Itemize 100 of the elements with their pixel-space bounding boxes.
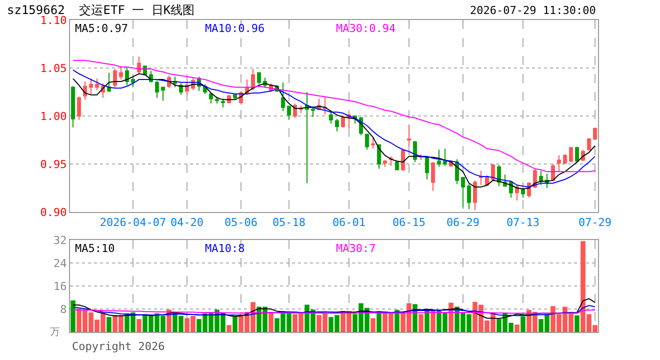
candlestick: [479, 170, 483, 186]
y-tick-label: 8: [60, 302, 67, 316]
line-series: [72, 305, 596, 316]
candlestick: [329, 112, 333, 124]
candlestick: [161, 86, 165, 102]
candlestick: [83, 80, 87, 100]
bar: [448, 302, 454, 332]
line-series: [72, 60, 596, 172]
x-tick-label: 06-29: [446, 216, 480, 230]
candlestick: [281, 82, 285, 112]
bar: [418, 314, 424, 332]
candlestick: [233, 94, 237, 100]
candlestick: [77, 96, 81, 120]
candlestick: [305, 92, 309, 184]
candlestick: [443, 148, 447, 166]
candlestick: [575, 146, 579, 163]
candlestick: [335, 118, 339, 132]
candlestick: [311, 106, 315, 118]
candlestick: [377, 144, 381, 170]
candlestick: [557, 154, 561, 172]
chart-subtitle: 2026-07-29 11:30:00: [470, 4, 596, 17]
bar: [424, 310, 430, 332]
text: MA5:10: [75, 242, 115, 255]
candlestick: [125, 68, 129, 86]
bar: [394, 310, 400, 332]
candlestick: [71, 86, 75, 128]
candlestick: [107, 72, 111, 92]
candlestick: [389, 156, 393, 166]
candlestick: [341, 116, 345, 128]
candlestick: [515, 184, 519, 201]
bar: [70, 300, 76, 332]
y-tick-label: 0.90: [40, 206, 67, 219]
candlestick: [293, 103, 297, 118]
bar: [136, 319, 142, 332]
bar: [370, 318, 376, 332]
bar: [376, 312, 382, 332]
candlestick: [215, 96, 219, 104]
candlestick: [257, 72, 261, 85]
candlestick: [431, 162, 435, 192]
candlestick: [425, 156, 429, 180]
candlestick: [395, 162, 399, 170]
x-tick-label: 05-18: [272, 216, 306, 230]
text: MA30:7: [336, 242, 376, 255]
x-tick-label: 06-15: [392, 216, 426, 230]
candlestick: [467, 184, 471, 210]
y-tick-label: 1.05: [40, 62, 67, 75]
bar: [226, 325, 232, 332]
x-tick-label: 06-01: [332, 216, 366, 230]
y-tick-label: 24: [54, 256, 68, 270]
candlestick: [407, 124, 411, 148]
y-axis-title: 万: [50, 327, 60, 338]
y-tick-label: 16: [54, 280, 67, 293]
candlestick: [383, 160, 387, 168]
candlestick: [89, 78, 93, 94]
bar: [268, 312, 274, 332]
x-tick-label: 05-06: [224, 216, 258, 230]
y-tick-label: 1.00: [40, 110, 67, 123]
candlestick: [587, 138, 591, 152]
candlestick: [521, 188, 525, 198]
candlestick: [461, 176, 465, 208]
bar: [106, 317, 112, 332]
candlestick: [563, 154, 567, 164]
bar: [430, 311, 436, 332]
candlestick: [401, 148, 405, 172]
candlestick: [287, 104, 291, 120]
y-tick-label: 32: [54, 234, 67, 247]
candlestick: [131, 76, 135, 88]
bar: [520, 316, 526, 332]
candlestick: [455, 158, 459, 185]
candlestick: [365, 134, 369, 150]
candlestick: [569, 146, 573, 163]
y-tick-label: 0.95: [40, 158, 67, 171]
x-tick-label: 2026-04-07: [100, 216, 166, 230]
text: MA10:0.96: [205, 22, 265, 35]
x-tick-label: 07-13: [506, 216, 540, 230]
candlestick: [221, 98, 225, 108]
text: MA30:0.94: [336, 22, 396, 35]
candlestick: [119, 66, 123, 80]
candlestick: [593, 127, 597, 140]
candlestick: [491, 164, 495, 181]
candlestick: [437, 149, 441, 168]
candlestick: [155, 80, 159, 98]
candlestick: [539, 170, 543, 186]
candlestick: [209, 93, 213, 104]
candlestick: [509, 180, 513, 198]
x-tick-label: 04-20: [170, 216, 204, 230]
bar: [574, 315, 580, 332]
candlestick: [113, 68, 117, 88]
candlestick: [95, 78, 99, 91]
text: MA10:8: [205, 242, 245, 255]
text: MA5:0.97: [75, 22, 128, 35]
x-tick-label: 07-29: [578, 216, 612, 230]
candlestick: [323, 96, 327, 115]
text: Copyright 2026: [72, 340, 165, 353]
bar: [514, 324, 520, 332]
candlestick: [371, 136, 375, 150]
bar: [232, 316, 238, 332]
candlestick: [473, 180, 477, 211]
candlestick: [137, 56, 141, 74]
candlestick: [251, 68, 255, 91]
